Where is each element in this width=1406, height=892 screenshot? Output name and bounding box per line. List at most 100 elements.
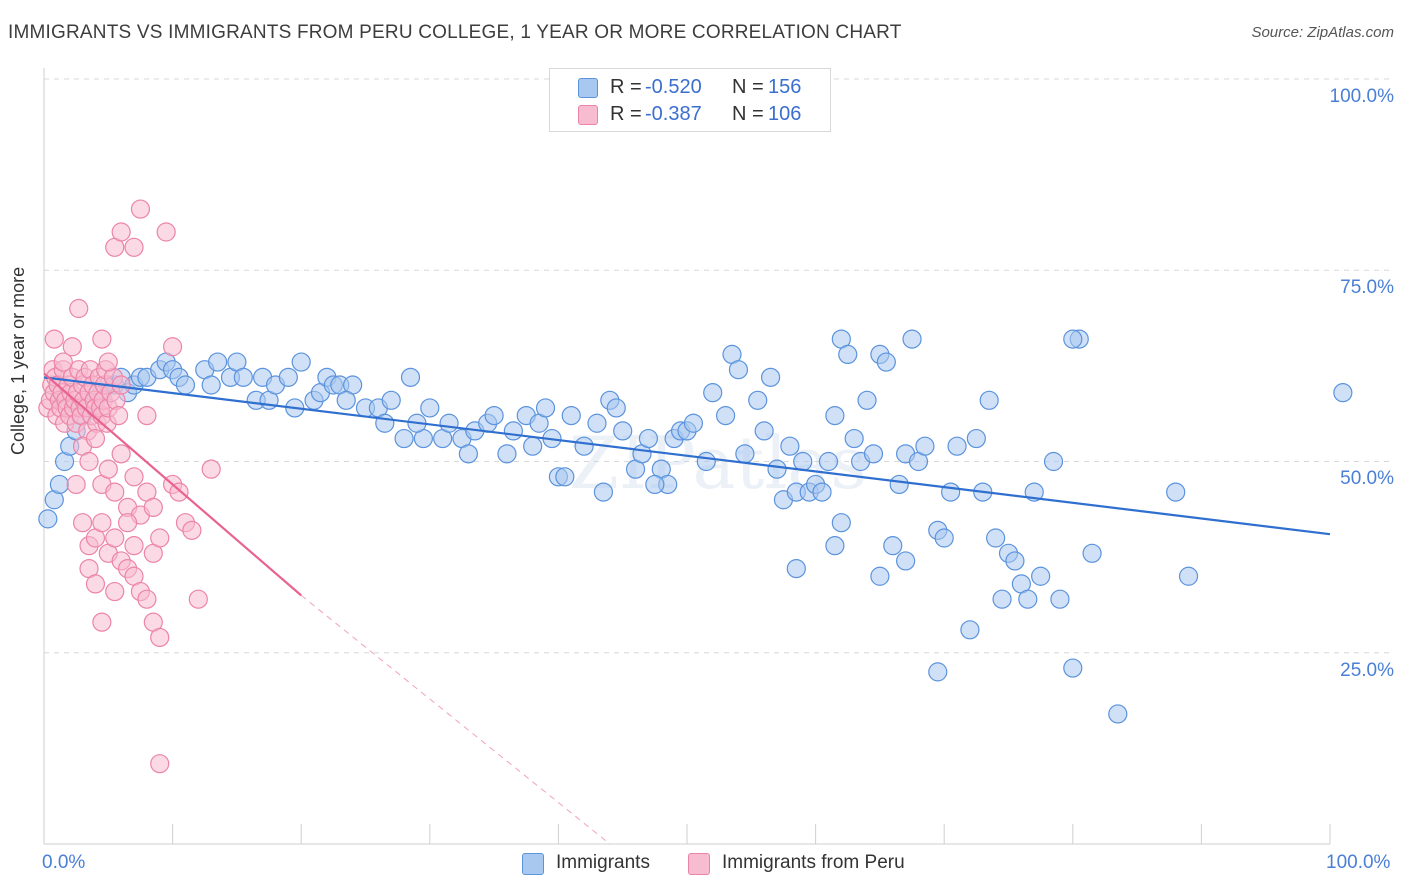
immigrants-point	[535, 398, 556, 418]
n-value: 106	[768, 103, 802, 125]
immigrants-point	[1108, 704, 1128, 724]
immigrants-legend-label: Immigrants	[556, 852, 650, 873]
immigrants-point	[992, 589, 1012, 609]
immigrants-point	[986, 528, 1006, 548]
immigrants-point	[394, 428, 414, 449]
immigrants-point	[574, 436, 594, 456]
r-label: R =	[610, 76, 642, 98]
immigrants-point	[1063, 329, 1083, 349]
peru-point	[53, 352, 73, 372]
immigrants-point	[233, 367, 253, 387]
peru-point	[130, 199, 151, 219]
immigrants-point	[1043, 451, 1064, 472]
peru-point	[169, 482, 189, 502]
r-label: R =	[610, 103, 642, 125]
peru-point	[156, 222, 176, 242]
immigrants-point	[767, 459, 787, 479]
y-tick-label-50: 50.0%	[1340, 468, 1394, 489]
peru-point	[111, 222, 131, 242]
correlation-legend: R = -0.520 N = 156 R = -0.387 N = 106	[549, 68, 831, 132]
immigrants-point	[844, 428, 864, 449]
peru-legend-label: Immigrants from Peru	[722, 852, 905, 873]
peru-point	[98, 459, 118, 479]
immigrants-point	[381, 390, 401, 410]
y-tick-label-100: 100.0%	[1329, 86, 1394, 107]
immigrants-point	[735, 444, 755, 464]
legend-row-immigrants: R = -0.520 N = 156	[550, 74, 830, 100]
immigrants-point	[825, 536, 845, 556]
peru-point	[117, 513, 138, 533]
n-label: N =	[732, 103, 764, 125]
peru-point	[105, 528, 125, 548]
peru-point	[72, 513, 93, 533]
immigrants-trend-line	[43, 376, 1331, 536]
immigrants-point	[606, 398, 626, 418]
peru-point	[188, 589, 208, 609]
immigrants-point	[645, 474, 665, 495]
peru-point	[79, 451, 99, 472]
immigrants-point	[683, 413, 704, 433]
peru-point	[105, 482, 125, 502]
immigrants-point	[1333, 383, 1353, 403]
immigrants-point	[561, 406, 581, 426]
immigrants-point	[1063, 658, 1083, 678]
peru-point	[137, 406, 157, 426]
immigrants-point	[760, 367, 781, 387]
immigrants-point	[947, 436, 967, 456]
immigrants-point	[889, 474, 909, 495]
peru-legend-swatch	[688, 853, 710, 875]
peru-point	[92, 612, 112, 632]
immigrants-point	[1166, 482, 1186, 502]
immigrants-point	[49, 474, 70, 495]
immigrants-point	[38, 509, 58, 529]
immigrants-point	[497, 444, 517, 464]
x-tick-label-100: 100.0%	[1326, 852, 1391, 873]
peru-swatch	[578, 105, 598, 125]
immigrants-point	[825, 406, 845, 426]
r-value: -0.387	[645, 103, 702, 125]
immigrants-point	[818, 451, 839, 472]
r-value: -0.520	[645, 76, 702, 98]
immigrants-point	[941, 482, 961, 502]
peru-trend-line	[43, 372, 302, 597]
immigrants-point	[863, 444, 884, 464]
immigrants-point	[883, 536, 903, 556]
immigrants-point	[593, 482, 614, 502]
immigrants-legend-swatch	[522, 853, 544, 875]
immigrants-point	[786, 558, 806, 579]
y-tick-label-75: 75.0%	[1340, 277, 1394, 298]
immigrants-point	[208, 352, 228, 372]
immigrants-point	[439, 413, 459, 433]
source-note: Source: ZipAtlas.com	[1251, 24, 1394, 41]
immigrants-point	[703, 383, 723, 403]
immigrants-point	[793, 451, 813, 472]
peru-trend-extension	[300, 594, 611, 845]
immigrants-point	[1050, 589, 1070, 609]
peru-point	[124, 237, 144, 257]
immigrants-point	[1031, 566, 1051, 586]
peru-point	[150, 754, 170, 774]
immigrants-point	[960, 620, 980, 640]
peru-point	[92, 329, 112, 349]
immigrants-point	[696, 451, 716, 472]
immigrants-point	[638, 428, 659, 449]
peru-point	[124, 467, 144, 487]
immigrants-point	[748, 390, 768, 410]
peru-point	[150, 528, 170, 548]
peru-point	[85, 574, 106, 594]
immigrants-point	[896, 551, 916, 571]
immigrants-point	[1178, 566, 1199, 586]
immigrants-point	[400, 367, 421, 387]
peru-point	[62, 337, 82, 357]
peru-point	[137, 589, 157, 609]
immigrants-point	[613, 421, 633, 441]
chart-title: IMMIGRANTS VS IMMIGRANTS FROM PERU COLLE…	[8, 22, 902, 43]
immigrants-point	[175, 375, 196, 395]
immigrants-point	[780, 436, 800, 456]
immigrants-point	[1082, 543, 1102, 563]
immigrants-point	[555, 467, 575, 487]
legend-row-peru: R = -0.387 N = 106	[550, 101, 830, 127]
peru-point	[150, 627, 170, 648]
immigrants-point	[587, 413, 607, 433]
